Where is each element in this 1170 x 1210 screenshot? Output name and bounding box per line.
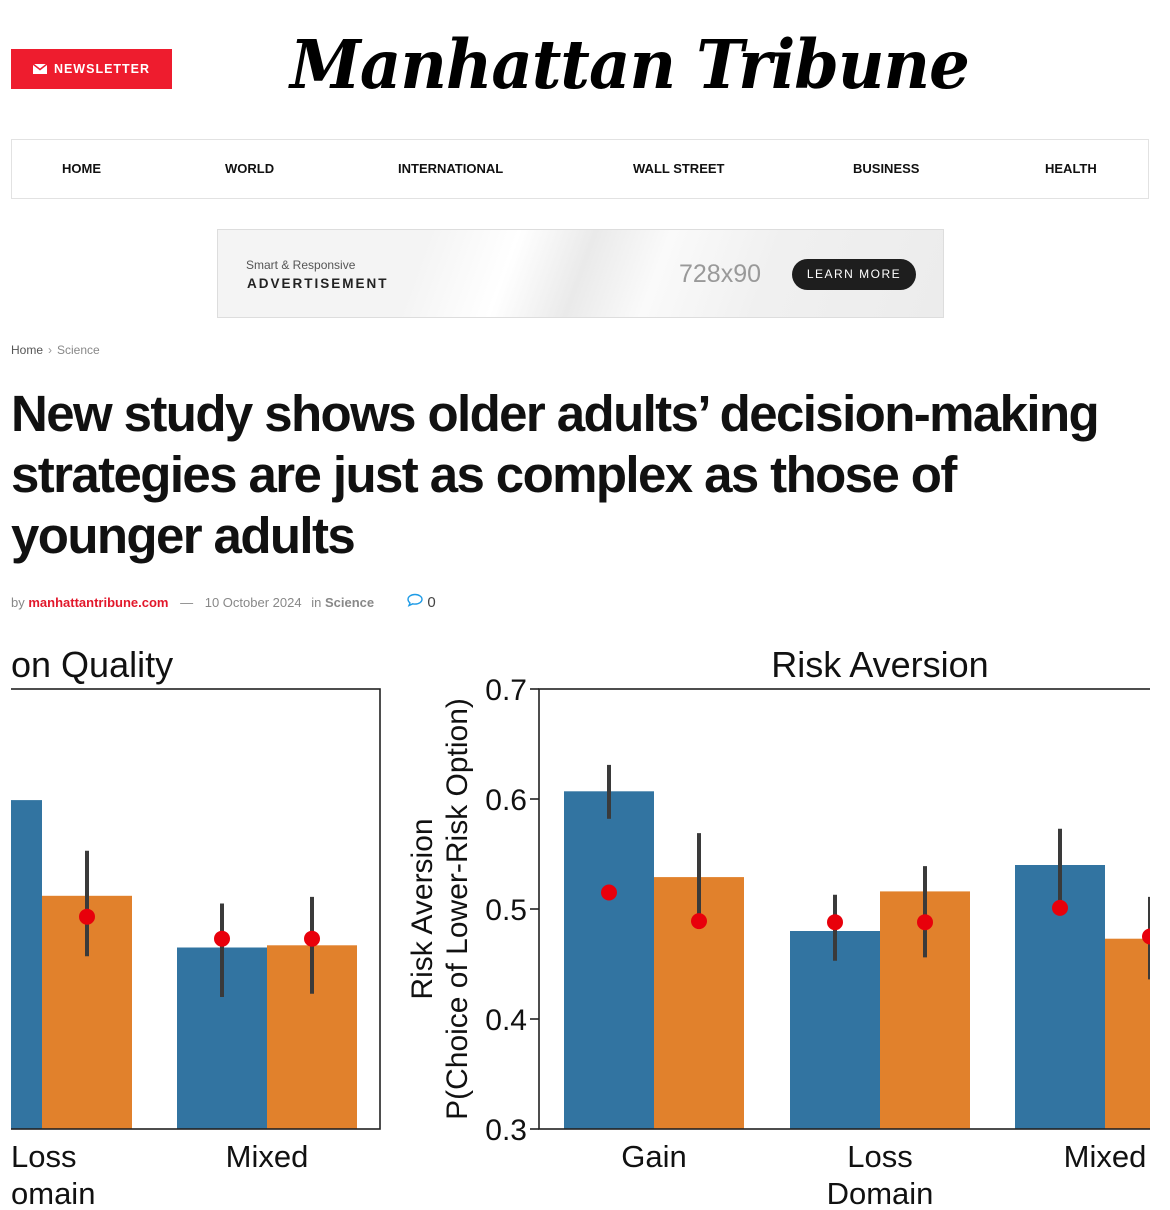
mean-marker: [79, 908, 95, 925]
y-tick-label: 0.7: [485, 674, 527, 707]
mean-marker: [1052, 899, 1068, 916]
chart-title: Risk Aversion: [771, 644, 988, 685]
mean-marker: [304, 930, 320, 947]
nav-home[interactable]: HOME: [62, 161, 101, 176]
plot-frame: [11, 688, 381, 1130]
by-label: by: [11, 595, 25, 610]
learn-more-button[interactable]: LEARN MORE: [792, 259, 916, 290]
bar: [1105, 938, 1150, 1129]
bar: [564, 791, 654, 1129]
chart-title: on Quality: [11, 644, 173, 685]
x-axis-label: omain: [11, 1176, 95, 1210]
nav-international[interactable]: INTERNATIONAL: [398, 161, 504, 176]
chevron-right-icon: ›: [48, 343, 53, 357]
breadcrumb-home[interactable]: Home: [11, 343, 44, 357]
y-tick-label: 0.3: [485, 1114, 527, 1147]
mean-marker: [1142, 928, 1150, 945]
bar: [11, 800, 42, 1129]
newsletter-button[interactable]: NEWSLETTER: [11, 49, 172, 89]
article-date: 10 October 2024: [204, 595, 302, 610]
x-tick-label: Loss: [11, 1139, 76, 1174]
x-tick-label: Mixed: [1064, 1139, 1147, 1174]
site-logo[interactable]: Manhattan Tribune: [290, 26, 970, 105]
category-link[interactable]: Science: [324, 595, 375, 610]
nav-business[interactable]: BUSINESS: [853, 161, 920, 176]
article-figure: on Quality Loss Mixed omain Risk Aversion Gai…: [11, 644, 1150, 1210]
mean-marker: [691, 913, 707, 930]
comment-icon[interactable]: [406, 593, 424, 610]
mean-marker: [601, 884, 617, 901]
author-link[interactable]: manhattantribune.com: [28, 595, 169, 610]
ad-tagline: Smart & Responsive: [246, 258, 356, 272]
y-tick-label: 0.5: [485, 894, 527, 927]
newsletter-label: NEWSLETTER: [53, 62, 151, 76]
y-axis-label: P(Choice of Lower-Risk Option): [441, 698, 474, 1120]
mean-marker: [917, 914, 933, 931]
ad-size: 728x90: [679, 260, 762, 288]
main-nav: HOME WORLD INTERNATIONAL WALL STREET BUS…: [11, 139, 1149, 199]
y-tick-label: 0.4: [485, 1004, 527, 1037]
x-tick-label: Gain: [621, 1139, 686, 1174]
bar: [790, 931, 880, 1129]
advertisement-banner[interactable]: Smart & Responsive ADVERTISEMENT 728x90 …: [217, 229, 944, 318]
x-axis-label: Domain: [827, 1176, 934, 1210]
comment-count[interactable]: 0: [427, 594, 436, 611]
mean-marker: [827, 914, 843, 931]
y-axis-label: Risk Aversion: [406, 818, 439, 999]
breadcrumb-current[interactable]: Science: [57, 343, 100, 357]
x-tick-label: Mixed: [226, 1139, 309, 1174]
nav-world[interactable]: WORLD: [225, 161, 275, 176]
mean-marker: [214, 930, 230, 947]
ad-label: ADVERTISEMENT: [247, 276, 389, 291]
article-title: New study shows older adults’ decision-m…: [11, 385, 1100, 564]
in-label: in: [311, 595, 322, 610]
x-tick-label: Loss: [847, 1139, 912, 1174]
nav-health[interactable]: HEALTH: [1045, 161, 1097, 176]
article-meta: by manhattantribune.com — 10 October 202…: [11, 593, 436, 611]
envelope-icon: [32, 64, 47, 74]
y-tick-label: 0.6: [485, 784, 527, 817]
breadcrumb: Home › Science: [11, 343, 100, 357]
nav-wall-street[interactable]: WALL STREET: [633, 161, 725, 176]
meta-separator: —: [180, 595, 194, 610]
